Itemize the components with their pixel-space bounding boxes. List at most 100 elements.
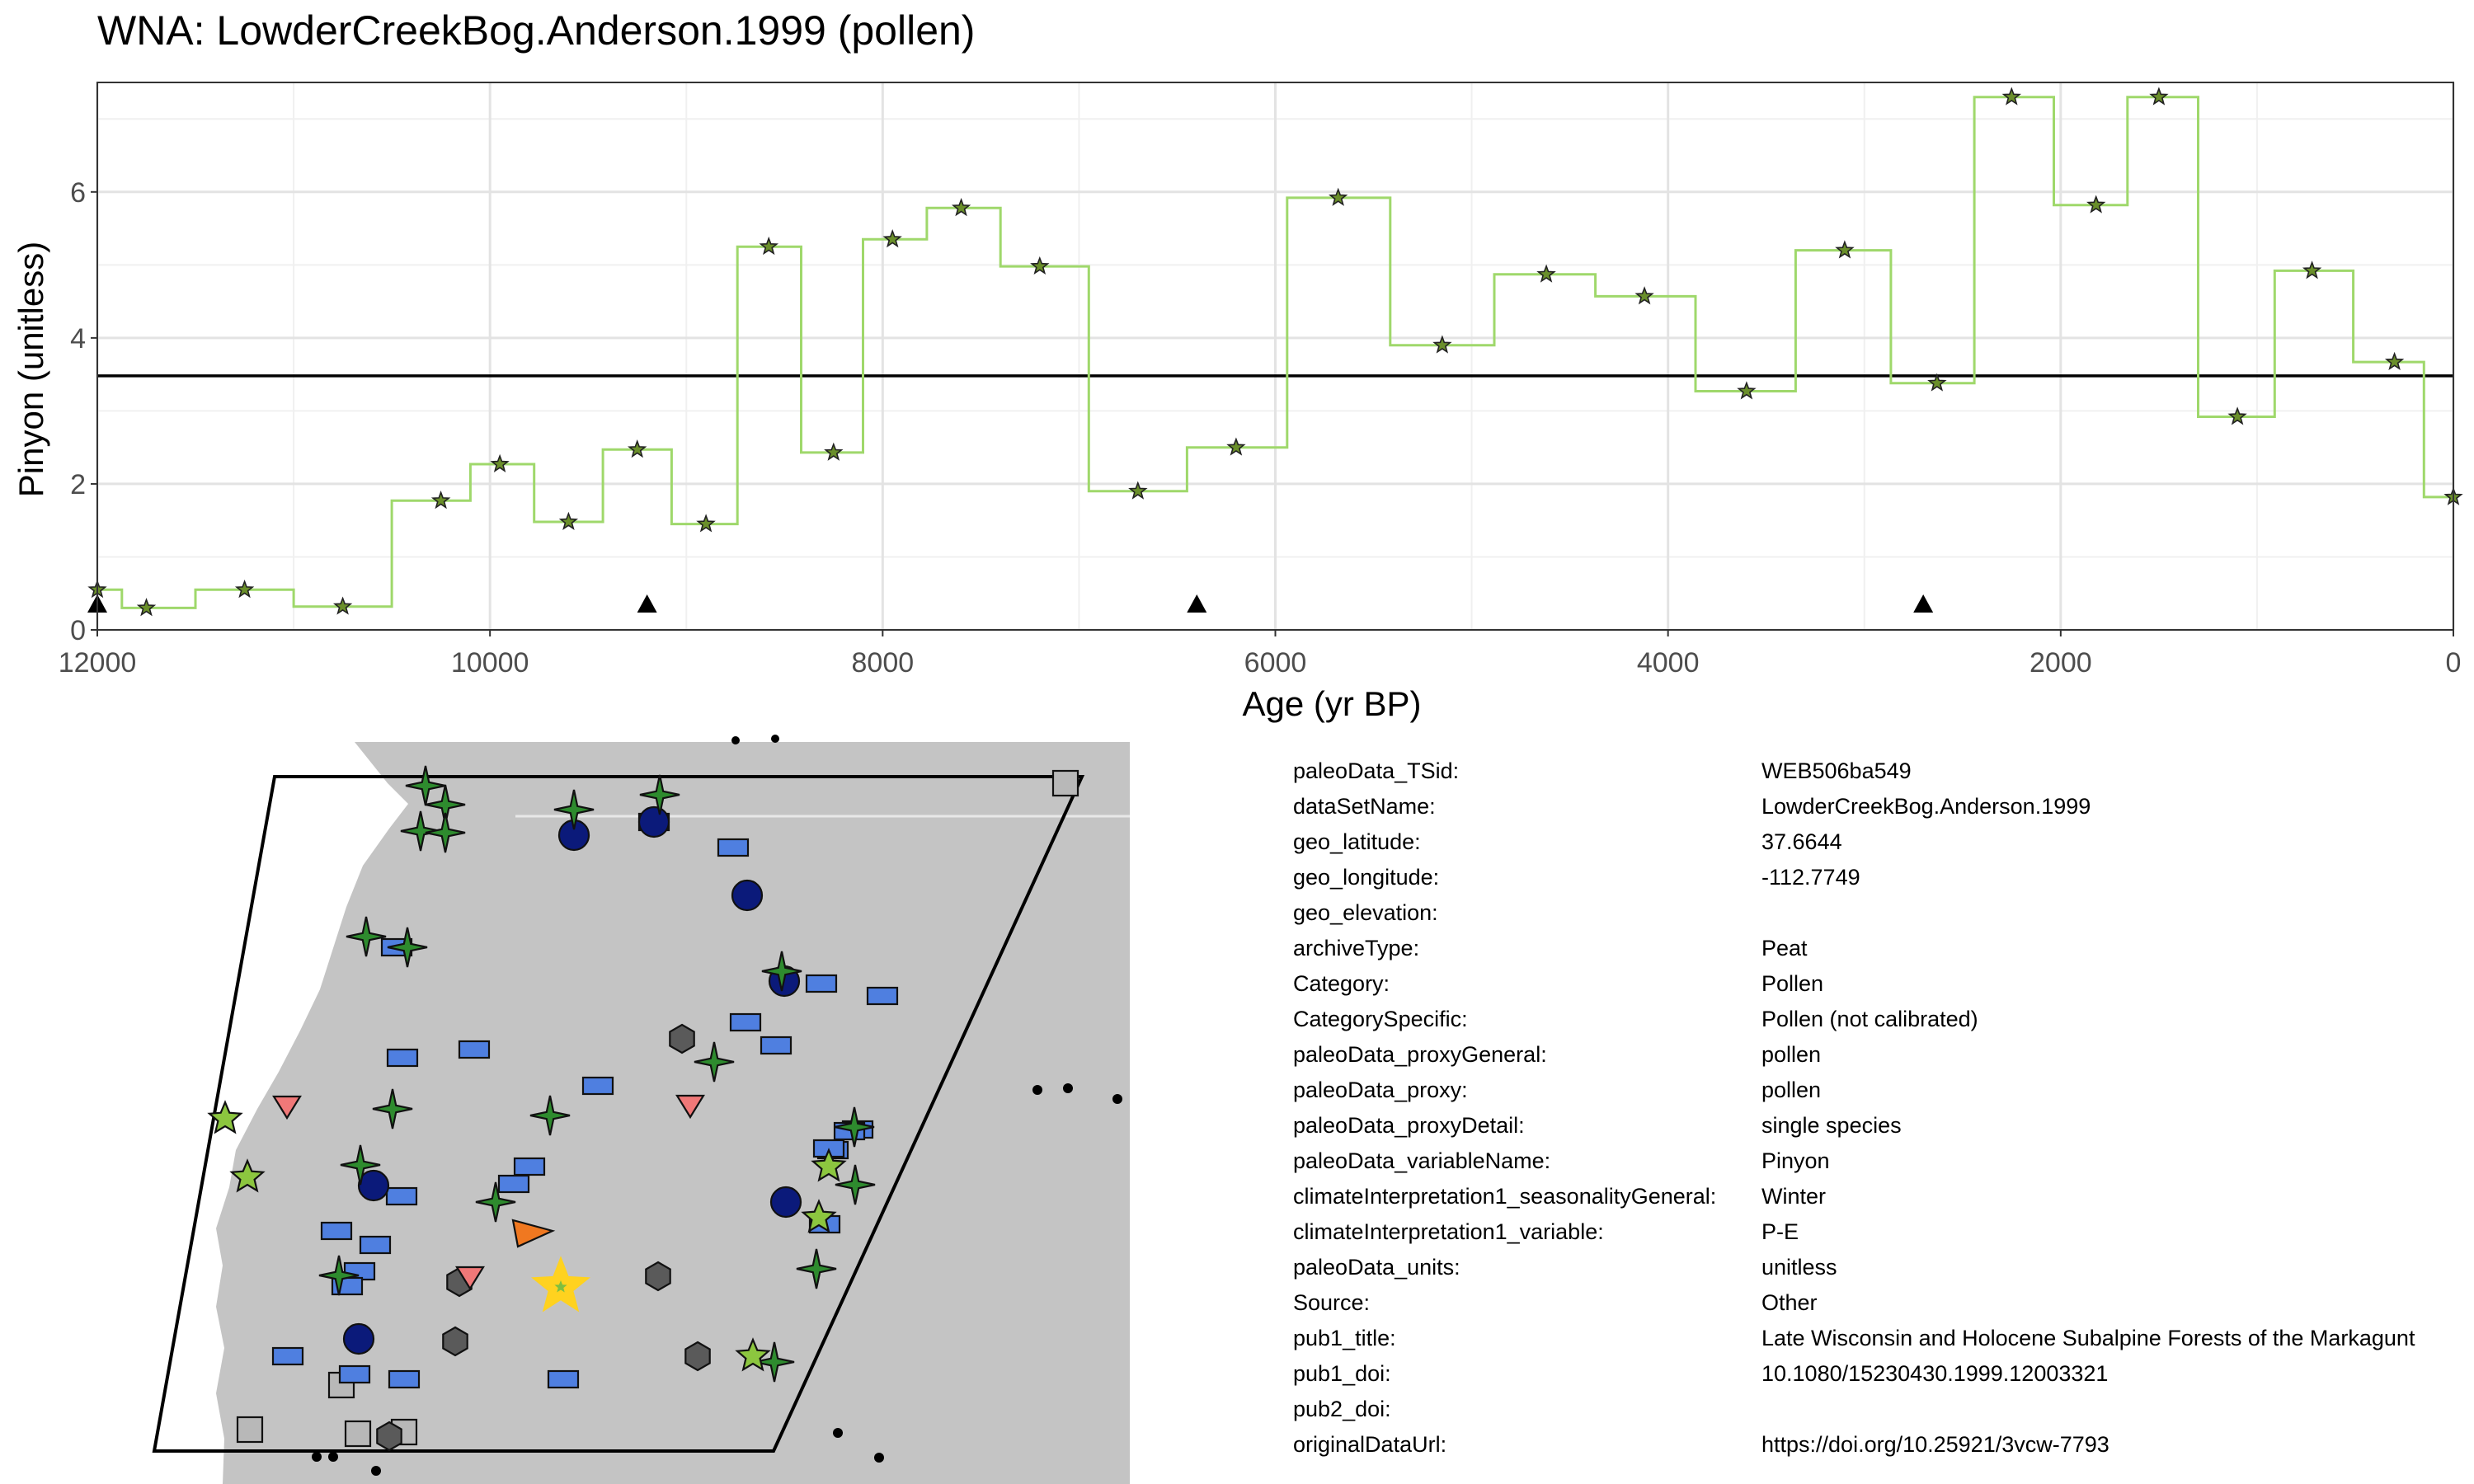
station-dot (328, 1452, 338, 1462)
land-area (216, 742, 1130, 1484)
triangle-marker (1913, 594, 1934, 613)
green-star-marker (835, 1164, 876, 1205)
green-star-marker (387, 927, 428, 968)
green-star-marker (639, 774, 680, 815)
triangle-marker (1187, 594, 1207, 613)
data-point (430, 491, 451, 510)
navy-circle-marker (342, 1322, 375, 1355)
blue-rect-marker (805, 974, 838, 993)
station-dot (833, 1428, 843, 1438)
light-green-star-marker (801, 1199, 837, 1233)
metadata-value: Pollen (1761, 971, 1824, 996)
grey-square-marker (1051, 769, 1079, 797)
blue-rect-marker (513, 1157, 546, 1176)
metadata-value: Pollen (not calibrated) (1761, 1007, 1978, 1031)
blue-rect-marker (547, 1369, 580, 1389)
green-star-marker (372, 1088, 413, 1129)
metadata-key: dataSetName: (1293, 794, 1436, 819)
metadata-value: LowderCreekBog.Anderson.1999 (1761, 794, 2091, 819)
blue-rect-marker (338, 1364, 371, 1384)
blue-rect-marker (729, 1012, 762, 1032)
station-dot (1112, 1094, 1122, 1104)
data-point (1329, 187, 1348, 206)
grey-hexagon-marker (669, 1023, 695, 1054)
navy-circle-marker (731, 879, 764, 912)
orange-triangle-marker (511, 1219, 556, 1248)
data-point (2227, 406, 2247, 425)
station-dot (1063, 1083, 1073, 1093)
x-tick-label: 6000 (1244, 647, 1307, 679)
green-star-marker (529, 1095, 571, 1136)
data-point (1030, 256, 1050, 275)
metadata-key: pub1_title: (1293, 1326, 1396, 1350)
data-point (2302, 261, 2322, 279)
metadata-value: 10.1080/15230430.1999.12003321 (1761, 1361, 2109, 1386)
station-dot (771, 735, 779, 743)
metadata-key: paleoData_variableName: (1293, 1148, 1551, 1173)
data-point (824, 442, 844, 461)
data-point (2086, 195, 2106, 214)
data-point (2384, 351, 2405, 371)
green-star-marker (796, 1248, 837, 1289)
data-point (951, 198, 971, 217)
data-point (1835, 240, 1855, 259)
metadata-value: single species (1761, 1113, 1902, 1138)
metadata-value: Winter (1761, 1184, 1827, 1209)
pink-triangle-marker (675, 1094, 705, 1120)
blue-rect-marker (717, 838, 750, 857)
green-star-marker (694, 1041, 735, 1082)
green-star-marker (761, 951, 802, 992)
metadata-key: paleoData_units: (1293, 1255, 1460, 1280)
x-axis-ticks: 12000 10000 8000 6000 4000 2000 0 (59, 630, 2462, 679)
blue-rect-marker (581, 1076, 614, 1096)
grey-hexagon-marker (645, 1261, 671, 1292)
data-point (490, 453, 510, 472)
station-dot (731, 736, 740, 744)
metadata-key: paleoData_proxyDetail: (1293, 1113, 1525, 1138)
y-tick-label: 4 (70, 323, 86, 355)
data-point (1927, 373, 1947, 392)
green-star-marker (346, 916, 387, 957)
metadata-key: climateInterpretation1_variable: (1293, 1219, 1604, 1244)
x-axis-label: Age (yr BP) (1242, 684, 1421, 723)
metadata-value: Other (1761, 1290, 1818, 1315)
metadata-key: geo_longitude: (1293, 865, 1440, 890)
data-point (1536, 264, 1556, 283)
data-point (234, 580, 255, 599)
x-tick-label: 0 (2446, 647, 2462, 679)
metadata-value: pollen (1761, 1078, 1822, 1102)
metadata-key: pub1_doi: (1293, 1361, 1391, 1386)
green-star-marker (340, 1144, 381, 1186)
metadata-key: geo_latitude: (1293, 829, 1421, 854)
grey-hexagon-marker (684, 1341, 711, 1372)
navy-circle-marker (769, 1186, 802, 1219)
blue-rect-marker (271, 1346, 304, 1366)
light-green-star-marker (207, 1100, 243, 1134)
grey-square-marker (344, 1420, 372, 1448)
data-point (1128, 481, 1148, 500)
blue-rect-marker (458, 1040, 491, 1059)
metadata-key: Source: (1293, 1290, 1371, 1315)
triangle-marker (637, 594, 657, 613)
metadata-value: Late Wisconsin and Holocene Subalpine Fo… (1761, 1326, 2415, 1350)
metadata-value: WEB506ba549 (1761, 758, 1912, 783)
metadata-key: CategorySpecific: (1293, 1007, 1468, 1031)
chart-title: WNA: LowderCreekBog.Anderson.1999 (polle… (97, 7, 976, 54)
metadata-key: climateInterpretation1_seasonalityGenera… (1293, 1184, 1717, 1209)
data-point (1432, 335, 1452, 354)
metadata-value: -112.7749 (1761, 865, 1860, 890)
data-point (136, 598, 157, 617)
station-dot (1032, 1085, 1042, 1095)
blue-rect-marker (866, 986, 899, 1006)
metadata-key: geo_elevation: (1293, 900, 1438, 925)
green-star-marker (834, 1106, 875, 1148)
data-point (1737, 381, 1757, 400)
x-tick-label: 12000 (59, 647, 137, 679)
metadata-key: paleoData_proxy: (1293, 1078, 1468, 1102)
station-dot (312, 1452, 322, 1462)
y-tick-label: 6 (70, 177, 86, 209)
x-tick-label: 2000 (2030, 647, 2092, 679)
grey-hexagon-marker (442, 1326, 468, 1357)
metadata-key: originalDataUrl: (1293, 1432, 1447, 1457)
